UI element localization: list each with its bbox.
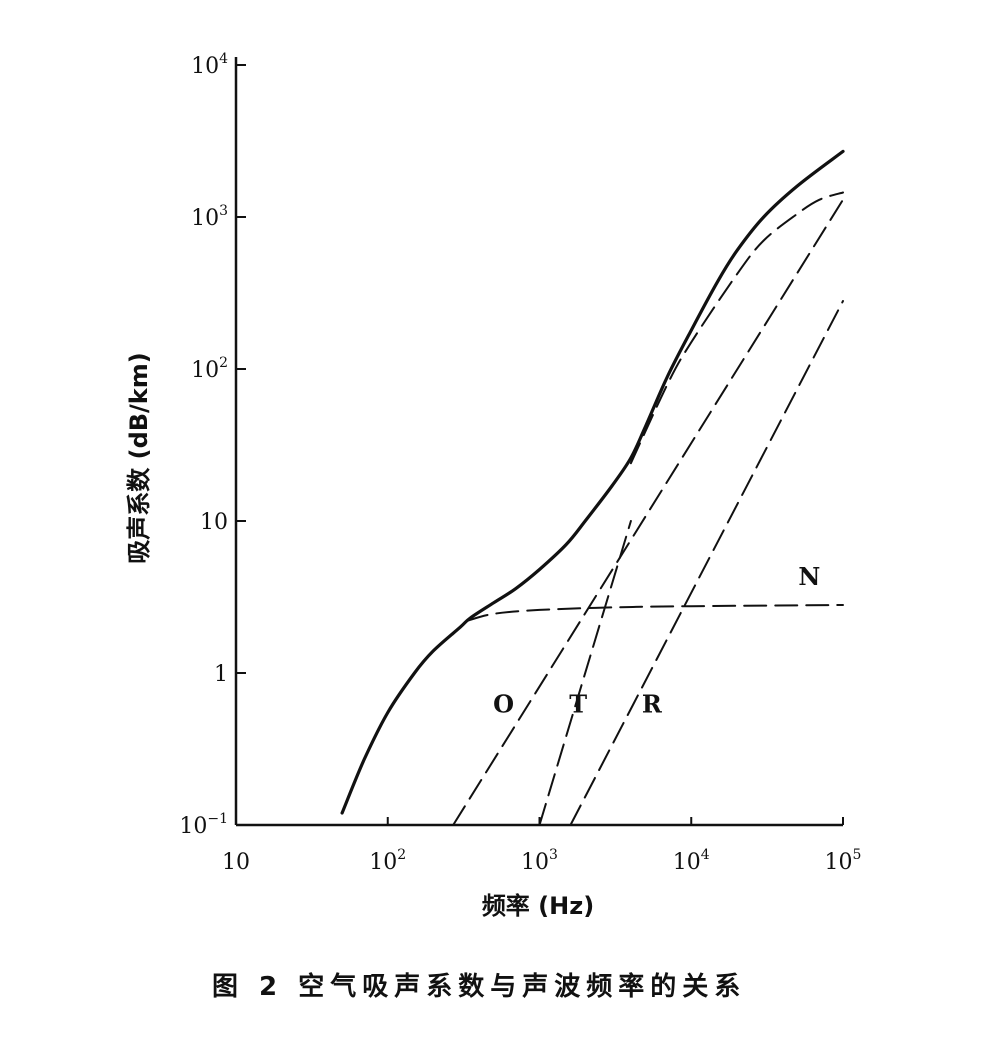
- y-tick-label: 1: [214, 662, 228, 687]
- x-axis-ticks: 10 102 103 104 105: [222, 817, 861, 875]
- y-tick-label: 103: [191, 203, 228, 231]
- curve-o: [452, 198, 844, 826]
- x-tick-label: 103: [521, 847, 558, 875]
- axes: [234, 57, 843, 827]
- curves: [340, 149, 845, 826]
- y-tick-label: 10−1: [179, 811, 228, 839]
- x-tick-label: 104: [673, 847, 710, 875]
- y-axis-ticks: 10−1 1 10 102 103 104: [179, 51, 246, 839]
- curve-r: [569, 300, 844, 826]
- y-tick-label: 102: [191, 355, 228, 383]
- curve-label-t: T: [569, 689, 587, 718]
- y-tick-label: 104: [191, 51, 228, 79]
- y-axis-title: 吸声系数 (dB/km): [125, 352, 153, 564]
- figure-caption: 图 2 空气吸声系数与声波频率的关系: [212, 972, 747, 1002]
- x-axis-title: 频率 (Hz): [482, 892, 594, 920]
- curve-total: [340, 149, 845, 815]
- curve-labels: N O T R: [493, 562, 820, 719]
- x-tick-label: 105: [825, 847, 862, 875]
- curve-label-r: R: [642, 689, 663, 718]
- y-tick-label: 10: [200, 510, 228, 535]
- curve-n: [465, 604, 844, 622]
- x-tick-label: 102: [369, 847, 406, 875]
- curve-label-n: N: [798, 562, 820, 591]
- curve-t: [538, 520, 632, 826]
- curve-envelope: [629, 191, 844, 465]
- curve-label-o: O: [493, 689, 514, 718]
- x-tick-label: 10: [222, 850, 250, 875]
